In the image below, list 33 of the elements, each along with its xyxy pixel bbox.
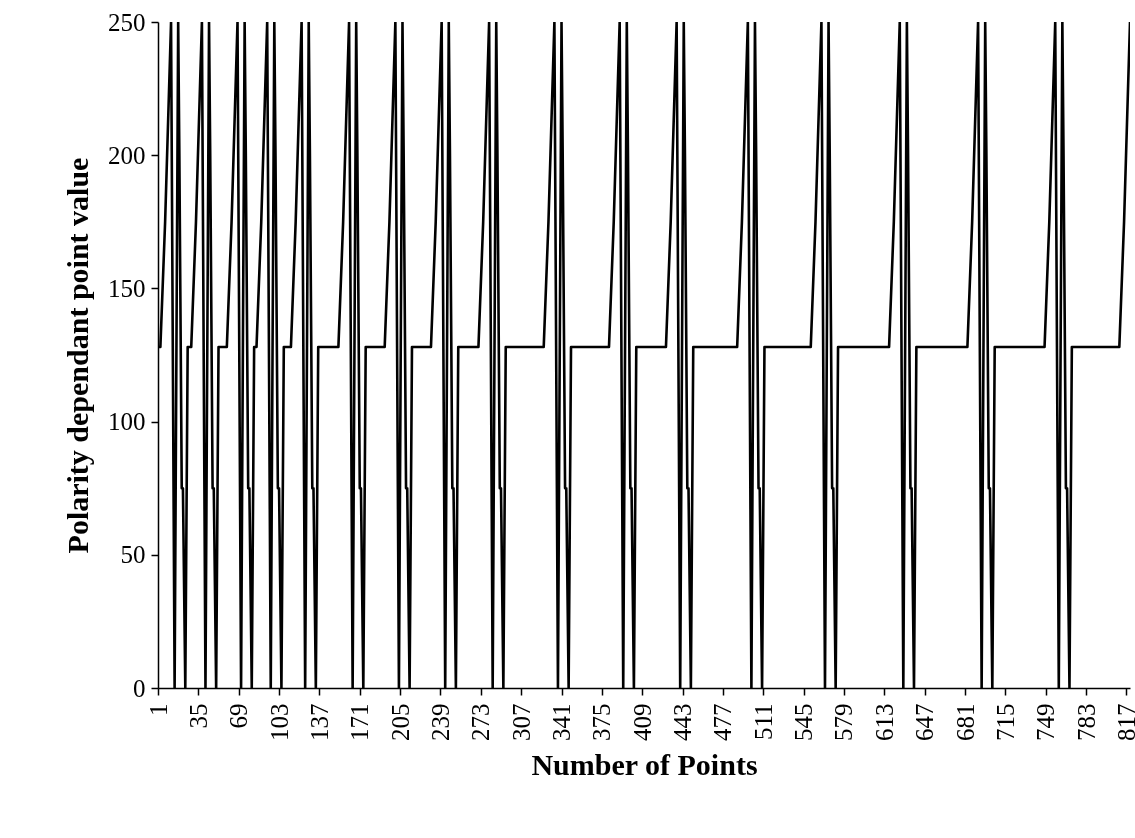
x-tick-label: 613 (870, 703, 898, 741)
y-tick-label: 250 (108, 8, 146, 36)
y-tick-label: 50 (120, 541, 146, 569)
x-tick-label: 409 (628, 703, 656, 741)
y-axis-title: Polarity dependant point value (61, 157, 94, 554)
x-tick-label: 171 (346, 703, 374, 741)
x-tick-label: 715 (991, 703, 1019, 741)
x-tick-label: 341 (548, 703, 576, 741)
x-axis-title: Number of Points (531, 748, 758, 781)
x-tick-label: 579 (830, 703, 858, 741)
x-tick-label: 239 (426, 703, 454, 741)
x-tick-label: 477 (709, 703, 737, 741)
x-tick-label: 273 (467, 703, 495, 741)
x-tick-label: 307 (507, 703, 535, 741)
x-tick-label: 103 (265, 703, 293, 741)
y-tick-label: 150 (108, 274, 146, 302)
x-tick-label: 205 (386, 703, 414, 741)
x-tick-label: 69 (225, 703, 253, 729)
y-tick-label: 100 (108, 408, 146, 436)
x-tick-label: 817 (1112, 703, 1135, 741)
x-tick-label: 511 (749, 703, 777, 741)
x-tick-label: 647 (911, 703, 939, 741)
x-tick-label: 375 (588, 703, 616, 741)
x-tick-label: 783 (1072, 703, 1100, 741)
y-tick-label: 0 (133, 674, 146, 702)
x-tick-label: 749 (1032, 703, 1060, 741)
x-tick-label: 1 (144, 703, 172, 716)
x-tick-label: 681 (951, 703, 979, 741)
x-tick-label: 35 (184, 703, 212, 729)
y-tick-label: 200 (108, 141, 146, 169)
x-tick-label: 137 (305, 703, 333, 741)
x-tick-label: 545 (790, 703, 818, 741)
x-tick-label: 443 (669, 703, 697, 741)
